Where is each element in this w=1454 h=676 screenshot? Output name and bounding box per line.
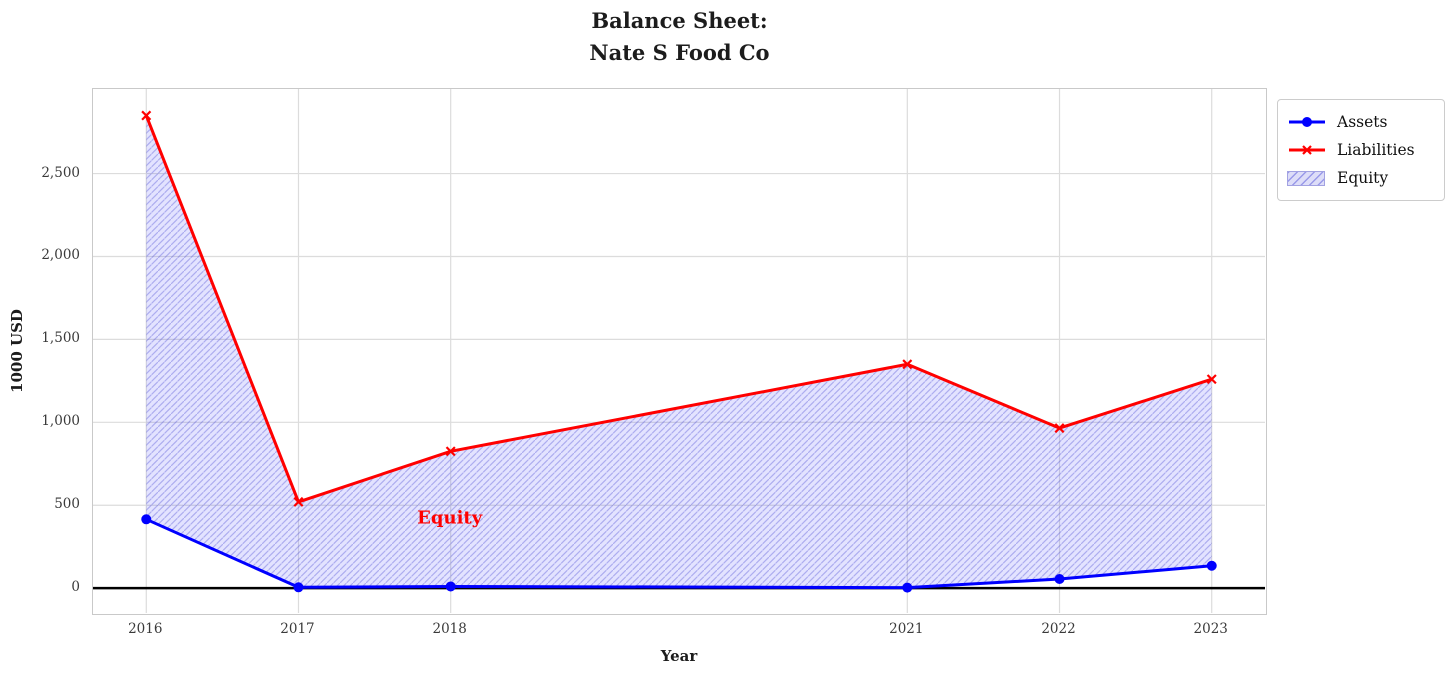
legend-label-assets: Assets bbox=[1337, 113, 1388, 131]
equity-patch-icon bbox=[1287, 170, 1327, 186]
x-tick-label: 2021 bbox=[889, 621, 924, 637]
legend-label-liabilities: Liabilities bbox=[1337, 141, 1415, 159]
assets-line bbox=[145, 517, 1212, 590]
legend-row-equity: Equity bbox=[1287, 164, 1434, 192]
chart-title: Balance Sheet: Nate S Food Co bbox=[92, 5, 1267, 69]
liabilities-x-marker bbox=[902, 359, 913, 370]
assets-circle-marker bbox=[1054, 574, 1065, 585]
x-tick-label: 2016 bbox=[128, 621, 163, 637]
liabilities-x-marker bbox=[293, 496, 304, 507]
liabilities-x-marker bbox=[141, 110, 152, 121]
liabilities-x-marker bbox=[445, 446, 456, 457]
x-axis-label: Year bbox=[660, 647, 698, 665]
assets-circle-marker bbox=[293, 582, 304, 593]
plot-canvas bbox=[93, 89, 1265, 613]
plot-area bbox=[92, 88, 1267, 615]
legend-row-liabilities: Liabilities bbox=[1287, 136, 1434, 164]
liabilities-line-icon bbox=[1287, 143, 1327, 157]
legend-row-assets: Assets bbox=[1287, 108, 1434, 136]
x-tick-label: 2022 bbox=[1041, 621, 1076, 637]
chart-title-line2: Nate S Food Co bbox=[589, 40, 770, 65]
y-tick-label: 0 bbox=[71, 579, 80, 596]
y-tick-label: 500 bbox=[54, 496, 80, 513]
assets-circle-marker bbox=[902, 582, 913, 593]
liabilities-line bbox=[144, 114, 1213, 504]
assets-circle-marker bbox=[1206, 560, 1217, 571]
equity-annotation: Equity bbox=[417, 507, 483, 529]
y-tick-label: 2,000 bbox=[41, 247, 80, 264]
chart-title-line1: Balance Sheet: bbox=[591, 8, 768, 33]
assets-circle-marker bbox=[445, 581, 456, 592]
x-tick-label: 2017 bbox=[280, 621, 315, 637]
x-tick-label: 2023 bbox=[1193, 621, 1228, 637]
y-tick-label: 1,500 bbox=[41, 330, 80, 347]
y-tick-label: 1,000 bbox=[41, 413, 80, 430]
equity-fill bbox=[146, 115, 1212, 588]
y-tick-label: 2,500 bbox=[41, 164, 80, 181]
assets-circle-marker bbox=[141, 514, 152, 525]
liabilities-x-marker bbox=[1054, 423, 1065, 434]
legend-label-equity: Equity bbox=[1337, 169, 1389, 187]
y-axis-label: 1000 USD bbox=[8, 309, 26, 393]
x-tick-label: 2018 bbox=[432, 621, 467, 637]
assets-line-icon bbox=[1287, 115, 1327, 129]
liabilities-x-marker bbox=[1206, 374, 1217, 385]
legend: Assets Liabilities Equity bbox=[1277, 99, 1445, 201]
